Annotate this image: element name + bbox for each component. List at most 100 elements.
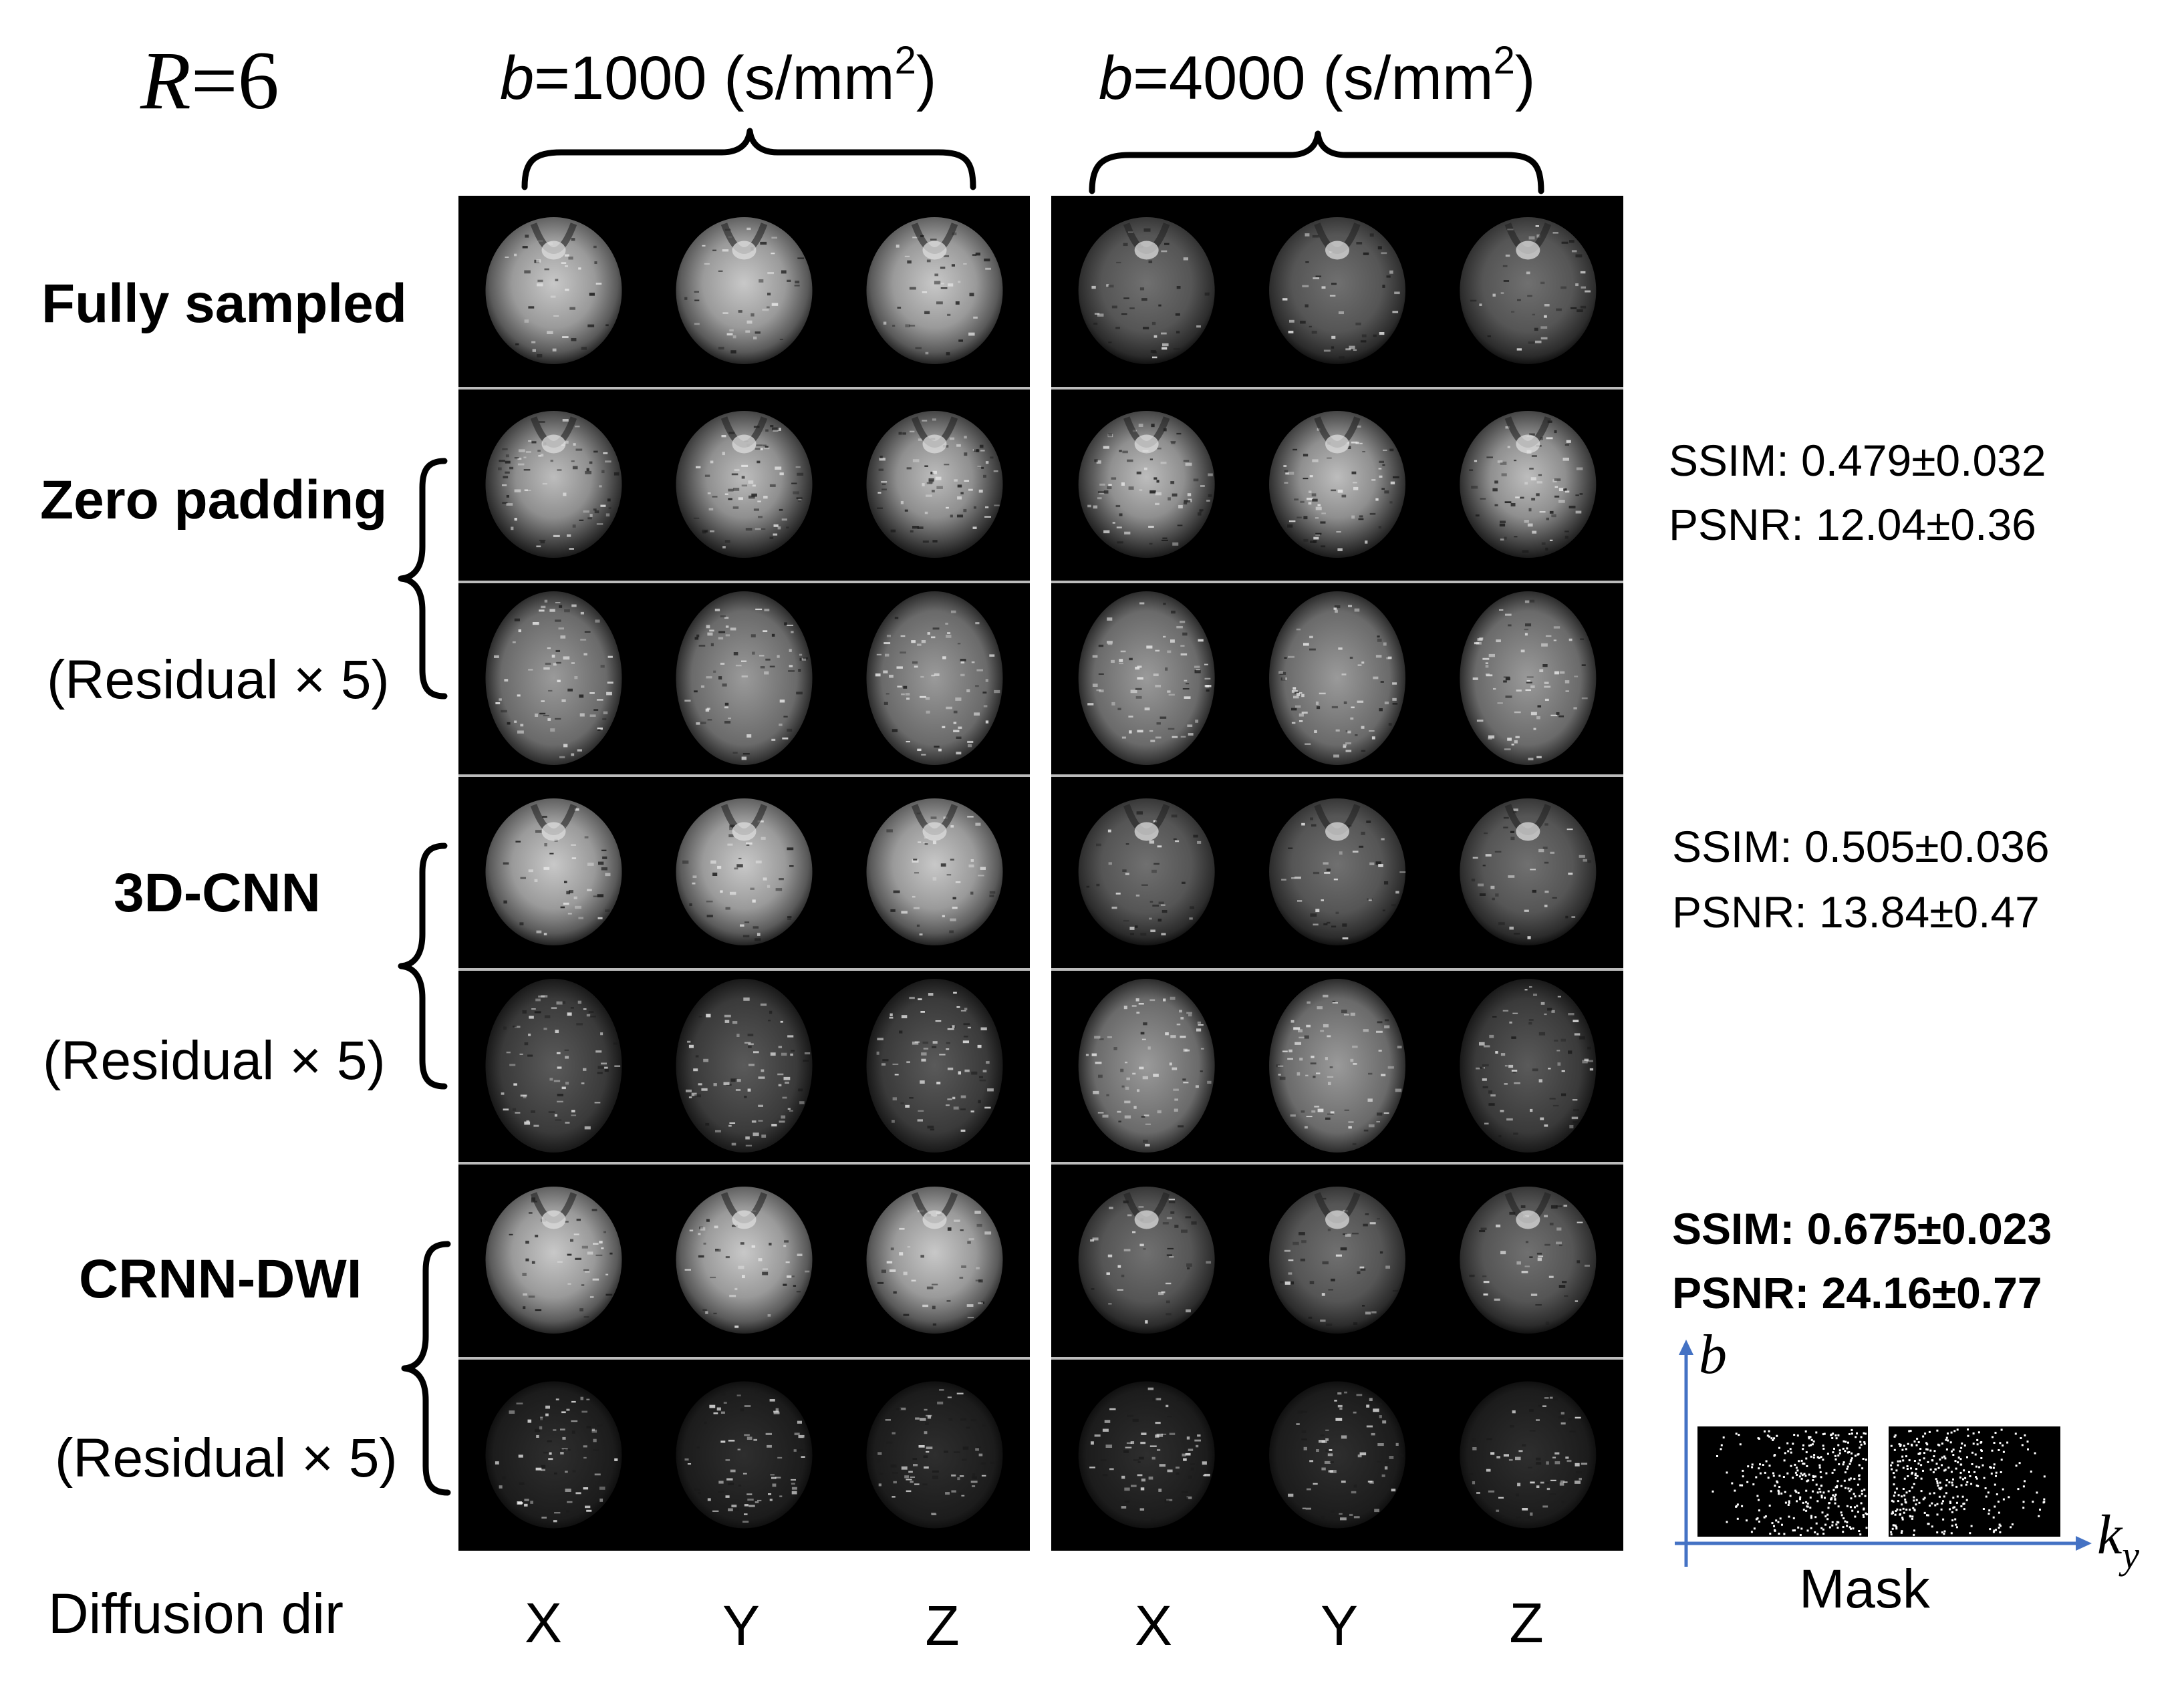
texture-speck <box>707 719 712 721</box>
texture-speck <box>940 287 948 289</box>
mask-sample <box>1799 1498 1801 1501</box>
brain-slice <box>676 591 813 765</box>
texture-speck <box>990 1461 995 1464</box>
texture-speck <box>1313 277 1319 279</box>
brain-highlight <box>732 822 757 841</box>
texture-speck <box>984 259 990 262</box>
texture-speck <box>1284 1281 1290 1285</box>
mask-sample <box>1865 1432 1867 1435</box>
mask-sample <box>1747 1465 1750 1468</box>
texture-speck <box>1562 458 1569 461</box>
texture-speck <box>522 246 528 249</box>
texture-speck <box>687 1040 691 1043</box>
texture-speck <box>1556 1241 1562 1245</box>
texture-speck <box>741 660 747 662</box>
mask-sample <box>1987 1491 1990 1494</box>
texture-speck <box>1141 298 1147 301</box>
brain-slice <box>1078 217 1215 364</box>
mask-sample <box>1833 1447 1835 1450</box>
texture-speck <box>1359 442 1363 444</box>
texture-speck <box>1479 637 1484 640</box>
mask-sample <box>1903 1511 1905 1514</box>
mask-sample <box>1938 1495 1941 1498</box>
texture-speck <box>1152 1397 1157 1401</box>
texture-speck <box>753 508 759 511</box>
texture-speck <box>1200 1070 1203 1072</box>
texture-speck <box>509 1410 515 1414</box>
texture-speck <box>912 1458 918 1461</box>
mask-sample <box>1768 1430 1770 1432</box>
texture-speck <box>574 808 579 811</box>
texture-speck <box>505 471 510 474</box>
texture-speck <box>1143 327 1149 329</box>
mask-sample <box>1768 1505 1771 1507</box>
texture-speck <box>1357 1455 1362 1458</box>
texture-speck <box>920 1080 925 1084</box>
metric-psnr-crnn-dwi: PSNR: 24.16±0.77 <box>1672 1268 2042 1318</box>
texture-speck <box>573 443 576 446</box>
texture-speck <box>528 869 534 873</box>
mask-sample <box>1891 1512 1893 1515</box>
mask-sample <box>1959 1476 1961 1479</box>
texture-speck <box>890 1464 897 1468</box>
mask-sample <box>1943 1533 1945 1535</box>
texture-speck <box>885 1419 891 1421</box>
mask-sample <box>1822 1459 1824 1461</box>
texture-speck <box>613 472 620 476</box>
texture-speck <box>960 673 965 677</box>
brain-highlight <box>922 241 947 260</box>
texture-speck <box>560 1428 565 1430</box>
mask-sample <box>1833 1495 1836 1498</box>
mask-sample <box>2043 1498 2046 1501</box>
mask-sample <box>1838 1452 1841 1455</box>
mask-sample <box>1985 1495 1988 1498</box>
texture-speck <box>901 1015 908 1019</box>
texture-speck <box>718 1491 725 1493</box>
texture-speck <box>1542 1505 1548 1508</box>
texture-speck <box>877 492 881 494</box>
texture-speck <box>779 508 783 511</box>
texture-speck <box>1149 543 1153 545</box>
texture-speck <box>505 460 511 464</box>
texture-speck <box>1125 873 1129 875</box>
mask-sample <box>1773 1455 1776 1457</box>
texture-speck <box>1369 512 1376 515</box>
mask-sample <box>1977 1431 1980 1434</box>
texture-speck <box>939 1389 944 1391</box>
texture-speck <box>529 1212 533 1214</box>
texture-speck <box>725 1495 730 1498</box>
texture-speck <box>1345 348 1351 351</box>
texture-speck <box>1470 299 1477 302</box>
texture-speck <box>1558 488 1565 492</box>
mask-sample <box>1766 1434 1769 1437</box>
texture-speck <box>741 476 745 479</box>
mask-sample <box>1836 1480 1839 1483</box>
mask-sample <box>1933 1492 1935 1495</box>
texture-speck <box>1377 1443 1384 1446</box>
texture-speck <box>791 1050 795 1052</box>
mask-sample <box>1820 1456 1822 1459</box>
texture-speck <box>1184 500 1191 503</box>
texture-speck <box>1090 1239 1095 1242</box>
mask-sample <box>2000 1471 2002 1473</box>
texture-speck <box>1536 716 1540 720</box>
texture-speck <box>1206 1261 1212 1264</box>
texture-speck <box>1350 717 1354 720</box>
texture-speck <box>565 265 568 267</box>
mask-sample <box>1890 1464 1893 1467</box>
texture-speck <box>1092 683 1098 687</box>
mask-sample <box>1978 1466 1981 1469</box>
texture-speck <box>1331 1510 1335 1513</box>
texture-speck <box>1307 1488 1311 1491</box>
texture-speck <box>545 1405 551 1409</box>
texture-speck <box>1516 1493 1519 1497</box>
texture-speck <box>528 440 532 442</box>
mask-sample <box>2038 1515 2040 1517</box>
texture-speck <box>556 1052 561 1054</box>
texture-speck <box>1526 681 1532 683</box>
mask-sample <box>1956 1428 1959 1431</box>
texture-speck <box>696 634 700 637</box>
mask-sample <box>1999 1531 2002 1533</box>
mask-sample <box>1999 1442 2002 1444</box>
mask-sample <box>1951 1481 1953 1484</box>
